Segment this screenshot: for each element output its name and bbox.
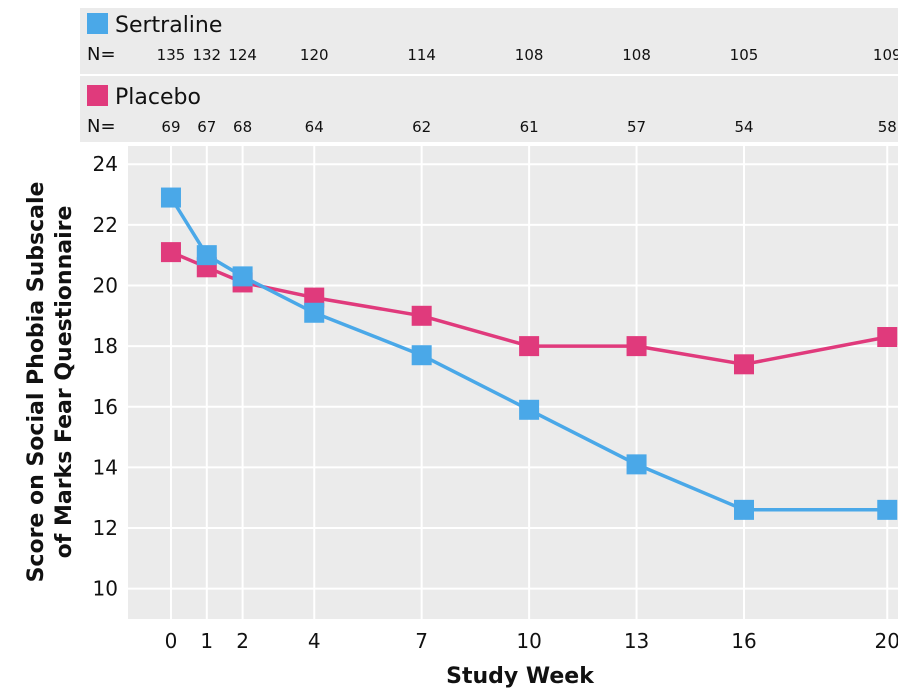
sertraline-point [304, 302, 325, 323]
x-tick-label: 13 [624, 629, 649, 653]
sertraline-point [196, 245, 217, 266]
sertraline-n-panel [80, 8, 898, 74]
y-axis-ticks: 10 12 14 16 18 20 22 24 [93, 152, 118, 600]
placebo-legend-label: Placebo [115, 85, 201, 110]
n-value: 61 [520, 118, 539, 136]
sertraline-n-row: 135 132 124 120 114 108 108 105 109 [157, 46, 898, 64]
n-value: 67 [197, 118, 216, 136]
sertraline-point [232, 266, 253, 287]
n-value: 105 [730, 46, 759, 64]
n-value: 69 [161, 118, 180, 136]
y-tick-label: 12 [93, 516, 118, 540]
sertraline-n-label: N= [87, 44, 116, 65]
n-value: 57 [627, 118, 646, 136]
x-tick-label: 1 [200, 629, 213, 653]
n-value: 114 [407, 46, 436, 64]
sertraline-point [734, 499, 754, 520]
y-tick-label: 16 [93, 395, 118, 419]
y-tick-label: 18 [93, 334, 118, 358]
sertraline-legend-label: Sertraline [115, 13, 222, 38]
sertraline-point [626, 454, 647, 475]
placebo-point [626, 336, 647, 357]
sertraline-legend-swatch [87, 13, 108, 34]
x-tick-label: 0 [165, 629, 178, 653]
y-tick-label: 22 [93, 213, 118, 237]
n-value: 132 [192, 46, 221, 64]
n-value: 108 [515, 46, 544, 64]
placebo-point [877, 327, 898, 348]
x-tick-label: 7 [415, 629, 428, 653]
placebo-legend-swatch [87, 85, 108, 106]
sertraline-point [877, 499, 898, 520]
series-layer [160, 187, 898, 520]
x-tick-label: 2 [236, 629, 249, 653]
placebo-n-label: N= [87, 116, 116, 137]
grid [128, 146, 898, 619]
placebo-n-row: 69 67 68 64 62 61 57 54 58 [161, 118, 896, 136]
sertraline-point [411, 345, 432, 366]
n-value: 109 [873, 46, 898, 64]
n-value: 54 [734, 118, 753, 136]
placebo-point [304, 287, 325, 308]
placebo-point [734, 354, 754, 375]
n-value: 135 [157, 46, 186, 64]
n-value: 108 [622, 46, 651, 64]
n-value: 124 [228, 46, 257, 64]
y-tick-label: 20 [93, 273, 118, 297]
sertraline-point [160, 187, 181, 208]
n-value: 64 [305, 118, 324, 136]
sertraline-point [519, 399, 540, 420]
x-tick-label: 10 [516, 629, 541, 653]
placebo-point [519, 336, 540, 357]
y-axis-title-line-1: Score on Social Phobia Subscale [24, 182, 49, 583]
n-value: 68 [233, 118, 252, 136]
n-value: 58 [878, 118, 897, 136]
y-tick-label: 14 [93, 455, 118, 479]
n-value: 120 [300, 46, 329, 64]
placebo-point [411, 305, 432, 326]
x-tick-label: 16 [731, 629, 756, 653]
x-tick-label: 20 [875, 629, 898, 653]
x-axis-ticks: 0 1 2 4 7 10 13 16 20 [165, 629, 898, 653]
x-axis-title: Study Week [446, 664, 595, 689]
y-tick-label: 10 [93, 577, 118, 601]
y-axis-title-line-2: of Marks Fear Questionnaire [52, 206, 77, 559]
placebo-n-panel [80, 76, 898, 142]
placebo-point [160, 242, 181, 263]
x-tick-label: 4 [308, 629, 321, 653]
n-value: 62 [412, 118, 431, 136]
y-tick-label: 24 [93, 152, 118, 176]
